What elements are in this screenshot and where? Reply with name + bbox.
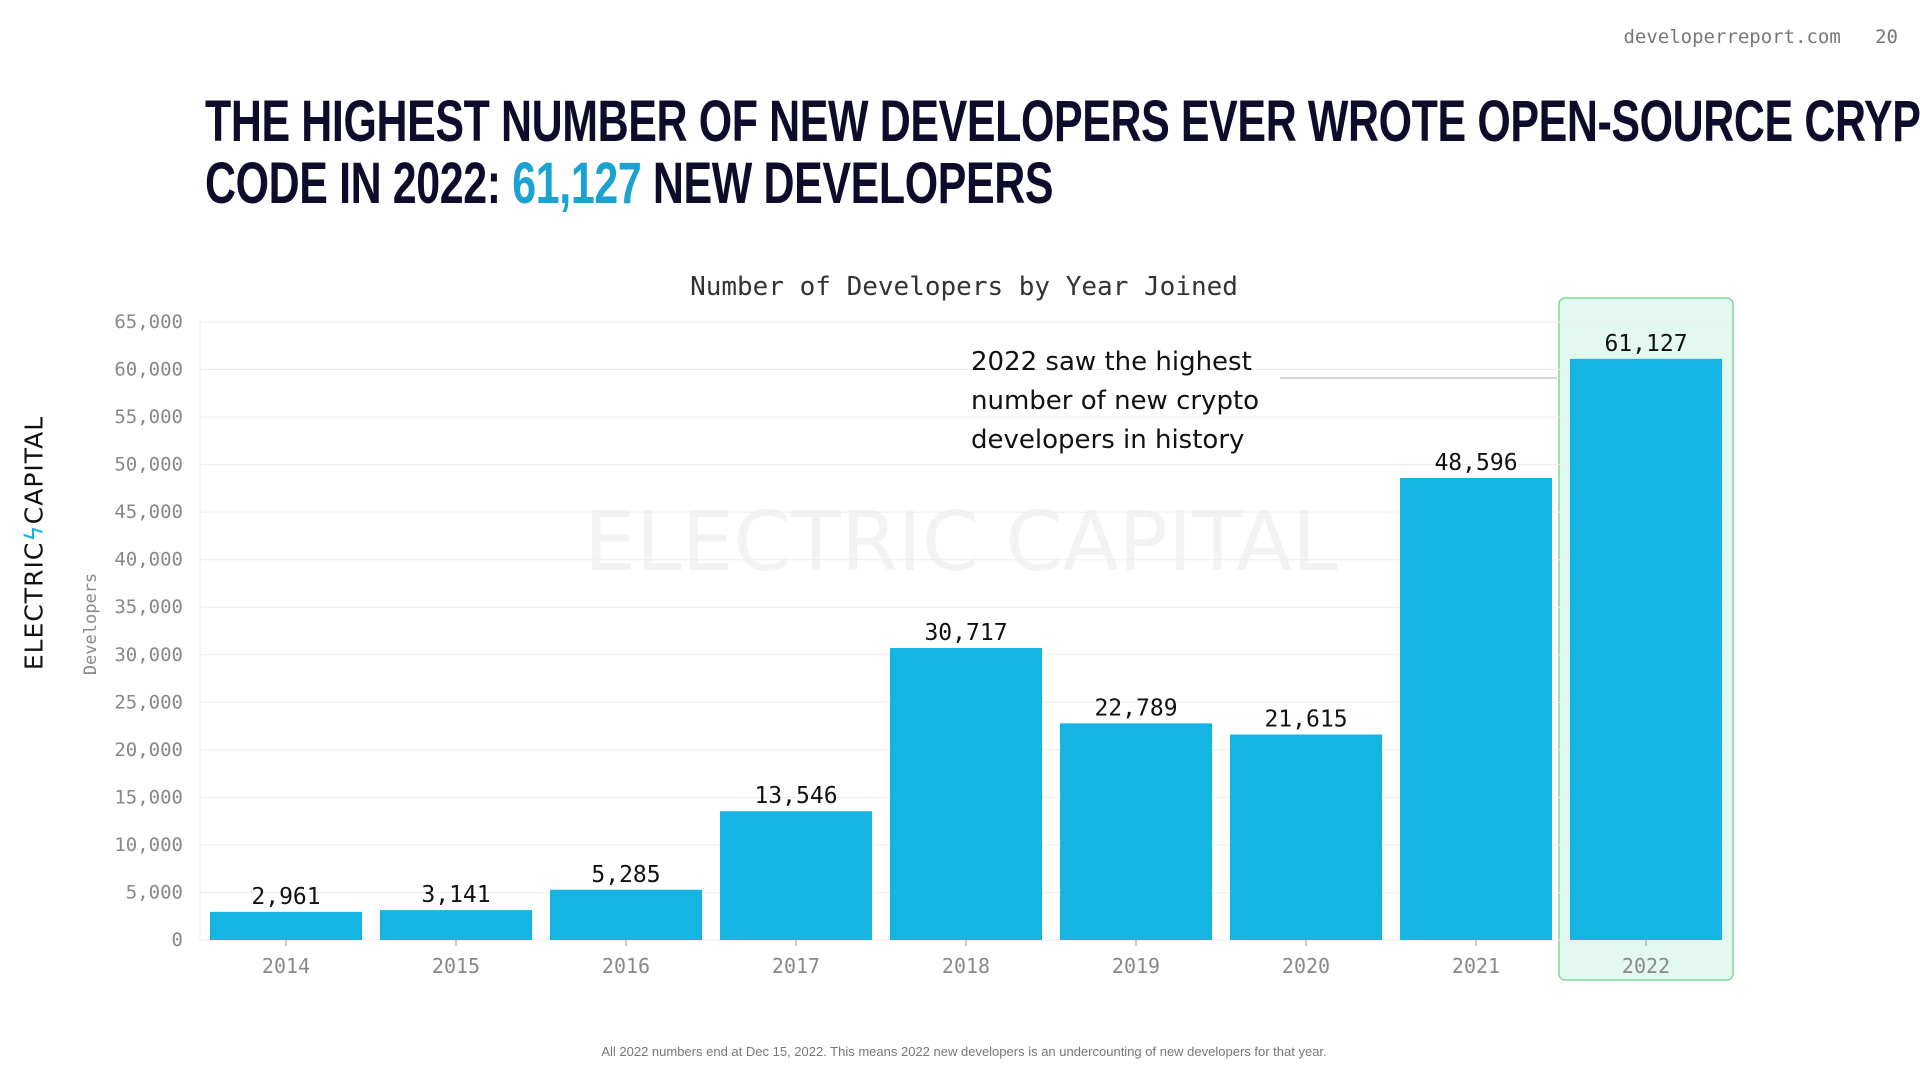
y-tick-label: 45,000: [114, 501, 183, 523]
y-tick-label: 55,000: [114, 406, 183, 428]
x-tick-label: 2022: [1622, 954, 1670, 978]
annotation: 2022 saw the highest number of new crypt…: [971, 343, 1259, 460]
y-tick-label: 25,000: [114, 691, 183, 713]
footnote: All 2022 numbers end at Dec 15, 2022. Th…: [601, 1044, 1327, 1059]
page-title-line-1: THE HIGHEST NUMBER OF NEW DEVELOPERS EVE…: [205, 89, 1920, 154]
x-tick-label: 2014: [262, 954, 310, 978]
data-label: 5,285: [591, 862, 660, 888]
page-title-line-2: CODE IN 2022: 61,127 NEW DEVELOPERS: [205, 150, 1054, 217]
data-label: 61,127: [1604, 331, 1687, 357]
annotation-line: number of new crypto: [971, 386, 1260, 416]
data-label: 13,546: [754, 783, 837, 809]
data-label: 48,596: [1434, 450, 1517, 476]
data-label: 30,717: [924, 620, 1007, 646]
title-highlight-number: 61,127: [512, 151, 642, 216]
data-label: 2,961: [251, 884, 320, 910]
y-tick-label: 5,000: [126, 881, 183, 903]
bar-2014: [210, 911, 362, 940]
bar-2022: [1570, 358, 1722, 940]
x-tick-label: 2020: [1282, 954, 1330, 978]
y-tick-label: 50,000: [114, 454, 183, 476]
bar-2017: [720, 811, 872, 940]
y-tick-label: 30,000: [114, 644, 183, 666]
x-tick-label: 2018: [942, 954, 990, 978]
bar-2019: [1060, 723, 1212, 940]
bar-2018: [890, 647, 1042, 940]
annotation-line: developers in history: [971, 425, 1245, 455]
data-label: 3,141: [421, 882, 490, 908]
x-tick-label: 2016: [602, 954, 650, 978]
x-tick-label: 2017: [772, 954, 820, 978]
page-header: developerreport.com 20: [1623, 26, 1898, 48]
bar-2021: [1400, 477, 1552, 940]
bar-2020: [1230, 734, 1382, 940]
x-tick-label: 2015: [432, 954, 480, 978]
page-number: 20: [1875, 26, 1898, 48]
x-tick-label: 2021: [1452, 954, 1500, 978]
watermark: ELECTRIC CAPITAL: [584, 495, 1338, 590]
y-tick-label: 15,000: [114, 786, 183, 808]
y-tick-label: 20,000: [114, 739, 183, 761]
title-prefix: CODE IN 2022:: [205, 151, 513, 216]
bar-2015: [380, 910, 532, 940]
y-tick-label: 60,000: [114, 359, 183, 381]
data-label: 21,615: [1264, 706, 1347, 732]
data-label: 22,789: [1094, 695, 1177, 721]
title-suffix: NEW DEVELOPERS: [641, 151, 1054, 216]
y-tick-label: 40,000: [114, 549, 183, 571]
x-tick-label: 2019: [1112, 954, 1160, 978]
bar-2016: [550, 889, 702, 940]
y-tick-label: 35,000: [114, 596, 183, 618]
site-url: developerreport.com: [1623, 26, 1841, 48]
y-tick-label: 10,000: [114, 834, 183, 856]
y-tick-label: 65,000: [114, 311, 183, 333]
y-tick-label: 0: [172, 929, 183, 951]
annotation-line: 2022 saw the highest: [971, 347, 1252, 377]
chart-title: Number of Developers by Year Joined: [690, 272, 1238, 302]
